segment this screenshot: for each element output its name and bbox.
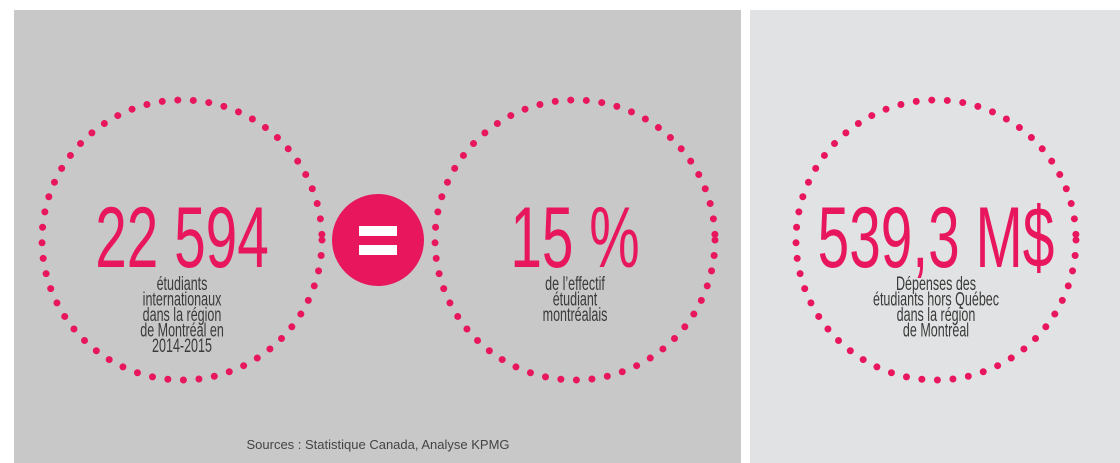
stat-description: Dépenses des [896,273,976,294]
stat-value: 15 % [510,190,639,286]
stat-description: de Montréal [903,320,969,341]
stat-description: étudiants [157,273,208,294]
dotted-circle [792,96,1080,384]
source: Sources : Statistique Canada, Analyse KP… [246,437,509,452]
stat-description: étudiants hors Québec [873,289,999,310]
stat-description: montréalais [543,304,608,325]
stat-description: dans la région [897,304,976,325]
stat-value: 22 594 [95,190,269,286]
stat-description: de Montréal en [140,320,224,341]
dotted-circle [38,96,326,384]
stat-description: de l’effectif [545,273,605,294]
stat-description: 2014-2015 [152,335,212,356]
equals-sign [332,194,424,286]
right-panel [750,10,1120,463]
dotted-circle [431,96,719,384]
stat-value: 539,3 M$ [818,190,1055,286]
stat-description: internationaux [143,289,222,310]
stat-description: étudiant [553,289,598,310]
stat-description: dans la région [143,304,222,325]
